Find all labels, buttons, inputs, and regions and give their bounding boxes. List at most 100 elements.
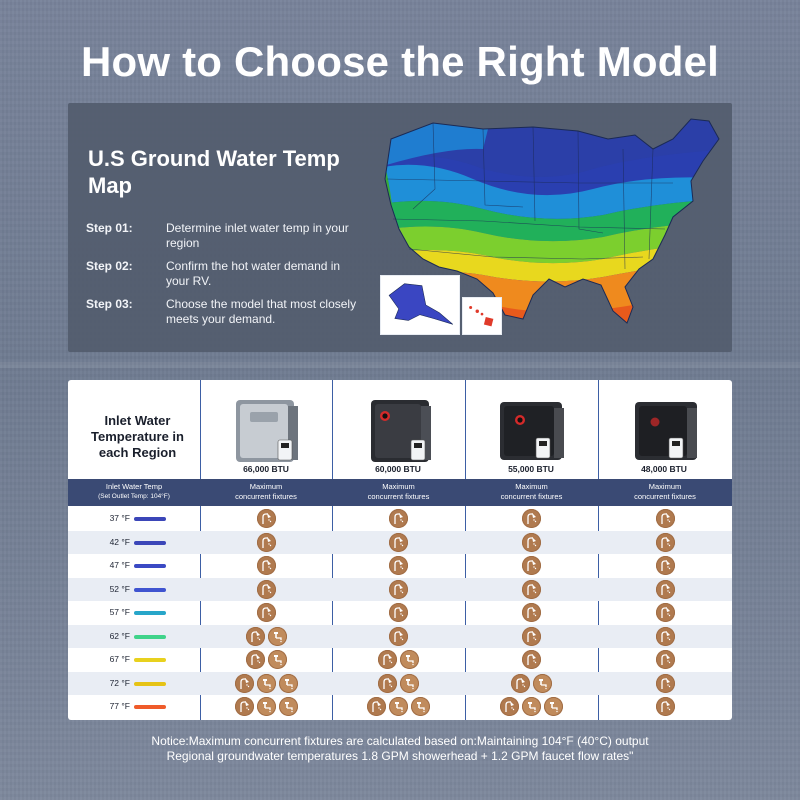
temp-color-bar: [134, 540, 166, 545]
showerhead-icon: [256, 556, 276, 575]
table-row: 77 °F: [68, 695, 732, 718]
showerhead-icon: [388, 509, 408, 528]
faucet-icon: [256, 697, 276, 716]
showerhead-icon: [245, 626, 265, 646]
inlet-temp-value: 77 °F: [109, 701, 130, 711]
step-text: Confirm the hot water demand in your RV.: [166, 259, 341, 288]
faucet-icon: [267, 626, 287, 646]
showerhead-icon: [655, 673, 675, 693]
faucet-icon: [278, 673, 298, 693]
table-header-label: Inlet Water Temperature in each Region: [91, 413, 184, 460]
temp-color-bar: [134, 681, 166, 686]
step-text: Choose the model that most closely meets…: [166, 297, 357, 326]
subheader-text: Maximum: [249, 482, 283, 491]
subheader-text: concurrent fixtures: [367, 492, 430, 501]
table-row: 62 °F: [68, 624, 732, 648]
inlet-temp-value: 67 °F: [109, 654, 130, 664]
model-btu-label: 48,000 BTU: [641, 464, 687, 474]
model-btu-label: 66,000 BTU: [243, 464, 289, 474]
page-title: How to Choose the Right Model: [80, 38, 720, 85]
showerhead-icon: [655, 556, 675, 575]
showerhead-icon: [521, 626, 541, 646]
subheader-model-cell: Maximum concurrent fixtures: [465, 482, 598, 502]
model-btu-label: 55,000 BTU: [508, 464, 554, 474]
notice-text: Notice:Maximum concurrent fixtures are c…: [0, 734, 800, 764]
section-divider: [0, 362, 800, 368]
table-row: 42 °F: [68, 530, 732, 554]
subheader-text: concurrent fixtures: [500, 492, 563, 501]
showerhead-icon: [521, 579, 541, 599]
showerhead-icon: [521, 556, 541, 575]
subheader-model-cell: Maximum concurrent fixtures: [332, 482, 465, 502]
step-item: Step 02: Confirm the hot water demand in…: [86, 255, 361, 293]
subheader-temp-cell: Inlet Water Temp (Set Outlet Temp: 104°F…: [68, 482, 200, 502]
showerhead-icon: [245, 650, 265, 669]
showerhead-icon: [388, 603, 408, 622]
table-row: 52 °F: [68, 577, 732, 601]
showerhead-icon: [510, 673, 530, 693]
water-heater-image-60000: [371, 400, 431, 462]
table-row: 67 °F: [68, 648, 732, 671]
showerhead-icon: [388, 579, 408, 599]
subheader-text: concurrent fixtures: [235, 492, 297, 501]
inlet-temp-value: 52 °F: [109, 583, 130, 594]
notice-line: Regional groundwater temperatures 1.8 GP…: [166, 749, 634, 763]
model-comparison-table: Inlet Water Temperature in each Region: [68, 380, 732, 720]
model-btu-label: 60,000 BTU: [375, 464, 421, 474]
showerhead-icon: [256, 532, 276, 552]
subheader-text: Maximum: [648, 482, 682, 491]
showerhead-icon: [366, 697, 386, 716]
showerhead-icon: [521, 509, 541, 528]
water-heater-image-48000: [635, 402, 697, 460]
table-row: 47 °F: [68, 554, 732, 577]
table-subheader: Inlet Water Temp (Set Outlet Temp: 104°F…: [68, 479, 732, 506]
showerhead-icon: [655, 626, 675, 646]
showerhead-icon: [521, 650, 541, 669]
subheader-model-cell: Maximum concurrent fixtures: [598, 482, 732, 502]
inlet-temp-value: 37 °F: [109, 513, 130, 523]
step-label: Step 01:: [86, 221, 133, 235]
faucet-icon: [543, 697, 563, 716]
subheader-text: Maximum: [515, 482, 548, 491]
notice-line: Notice:Maximum concurrent fixtures are c…: [151, 734, 649, 748]
showerhead-icon: [521, 532, 541, 552]
faucet-icon: [410, 697, 430, 716]
temp-color-bar: [134, 564, 166, 568]
showerhead-icon: [655, 579, 675, 599]
showerhead-icon: [388, 556, 408, 575]
showerhead-icon: [655, 697, 675, 716]
showerhead-icon: [234, 697, 254, 716]
showerhead-icon: [256, 509, 276, 528]
showerhead-icon: [388, 532, 408, 552]
temp-color-bar: [134, 517, 166, 521]
alaska-map: [388, 283, 454, 325]
table-row: 72 °F: [68, 671, 732, 695]
alaska-inset: [380, 275, 460, 335]
inlet-temp-value: 72 °F: [109, 677, 130, 688]
showerhead-icon: [655, 603, 675, 622]
step-label: Step 03:: [86, 297, 133, 311]
inlet-temp-value: 57 °F: [109, 607, 130, 617]
showerhead-icon: [377, 650, 397, 669]
step-item: Step 03: Choose the model that most clos…: [86, 293, 361, 331]
table-row: 57 °F: [68, 601, 732, 624]
showerhead-icon: [256, 579, 276, 599]
ground-water-map-card: U.S Ground Water Temp Map Step 01: Deter…: [68, 103, 732, 352]
faucet-icon: [256, 673, 276, 693]
subheader-text: concurrent fixtures: [634, 492, 696, 501]
temp-color-bar: [134, 611, 166, 615]
showerhead-icon: [388, 626, 408, 646]
hawaii-map: [469, 305, 494, 327]
faucet-icon: [278, 697, 298, 716]
step-label: Step 02:: [86, 259, 133, 273]
showerhead-icon: [655, 509, 675, 528]
water-heater-image-66000: [236, 400, 298, 462]
hawaii-inset: [462, 297, 502, 335]
temp-color-bar: [134, 658, 166, 662]
faucet-icon: [532, 673, 552, 693]
showerhead-icon: [655, 532, 675, 552]
temp-color-bar: [134, 634, 166, 639]
subheader-model-cell: Maximum concurrent fixtures: [200, 482, 332, 502]
table-row: 37 °F: [68, 507, 732, 530]
showerhead-icon: [256, 603, 276, 622]
